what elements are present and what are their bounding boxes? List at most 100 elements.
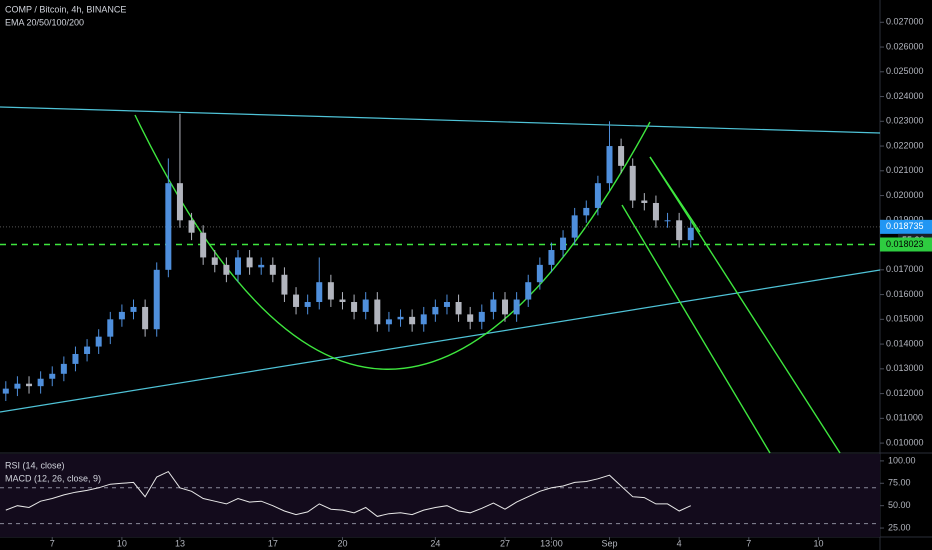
y-tick-label: 0.016000 [886,289,924,299]
trend-line [0,269,881,413]
rsi-line [5,470,692,517]
candle-body [455,302,462,315]
y-tick-label: 0.024000 [886,91,924,101]
marks: 0.010000 0.011000 0.012000 0.013000 0.014000… [0,17,932,548]
candle-body [362,299,369,312]
candle-body [304,302,311,307]
candle-body [200,232,207,258]
candle-body [432,306,439,315]
candle-body [339,299,346,302]
candle-body [420,314,427,325]
candle-body [72,353,79,364]
indicator-label: EMA 20/50/100/200 [5,17,84,27]
candle-body [385,319,392,325]
y-tick-label: 0.014000 [886,338,924,348]
x-tick-label: 27 [500,538,510,548]
x-tick-label: 17 [268,538,278,548]
price-tag [880,219,932,234]
x-tick-label: 7 [50,538,55,548]
y-tick-label: 0.025000 [886,66,924,76]
candle-body [37,378,44,387]
rsi-pane [0,454,880,537]
candle-body [676,220,683,241]
y-tick-label: 0.027000 [886,17,924,27]
candle-body [246,257,253,268]
x-tick-label: 4 [677,538,682,548]
y-tick-label: 0.015000 [886,314,924,324]
candle-body [397,316,404,320]
candle-body [664,220,671,222]
x-tick-label: 10 [117,538,127,548]
candle-body [316,282,323,302]
candle-body [594,183,601,208]
candle-body [374,299,381,325]
trend-line [0,106,881,134]
candle-body [118,311,125,320]
candle-body [258,264,265,268]
x-tick-label: Sep [601,538,617,548]
candle-body [281,274,288,295]
x-tick-label: 20 [337,538,347,548]
y-tick-label: 0.011000 [886,413,923,423]
candle-body [548,250,555,265]
channel-line [649,156,701,233]
y-tick-label: 50.00 [888,500,911,510]
candle-body [293,294,300,307]
candle-body [49,373,56,379]
candle-body [223,264,230,275]
y-tick-label: 0.012000 [886,388,924,398]
channel-line [621,204,771,454]
level-tag [880,237,932,252]
candle-body [641,200,648,203]
candle-body [153,269,160,330]
y-tick-label: 0.010000 [886,437,924,447]
x-tick-label: 7 [746,538,751,548]
candle-body [188,220,195,233]
y-tick-label: 0.017000 [886,264,924,274]
candle-body [95,336,102,347]
price-tag-label: 0.018735 [886,221,924,231]
candle-body [536,264,543,283]
candle-body [478,311,485,322]
candle-body [176,183,183,221]
rsi-label: RSI (14, close) [5,460,65,470]
candle-body [467,314,474,322]
candle-body [2,388,9,394]
candle-body [130,306,137,312]
candle-body [652,202,659,221]
candle-body [84,346,91,354]
candle-body [571,215,578,238]
candle-body [513,299,520,315]
candle-body [107,319,114,337]
candle-body [490,299,497,312]
candle-body [211,257,218,265]
candle-body [583,207,590,216]
candle-body [618,146,625,166]
symbol-title: COMP / Bitcoin, 4h, BINANCE [5,4,126,14]
level-tag-label: 0.018023 [886,239,924,249]
candle-body [606,146,613,184]
candle-body [525,282,532,300]
candle-body [560,237,567,251]
y-tick-label: 0.023000 [886,116,924,126]
x-tick-label: 10 [813,538,823,548]
candle-body [60,363,67,374]
macd-label: MACD (12, 26, close, 9) [5,473,101,483]
y-tick-label: 0.021000 [886,165,924,175]
x-tick-label: 13:00 [540,538,563,548]
candle-body [502,299,509,315]
candle-body [26,383,33,387]
candle-body [687,227,694,241]
candle-body [443,302,450,307]
y-tick-label: 75.00 [888,478,911,488]
y-tick-label: 0.020000 [886,190,924,200]
candle-body [142,306,149,330]
candle-body [165,183,172,270]
y-tick-label: 100.00 [888,455,916,465]
candle-body [629,165,636,201]
candle-body [351,302,358,312]
y-tick-label: 0.022000 [886,140,924,150]
candle-body [234,257,241,275]
